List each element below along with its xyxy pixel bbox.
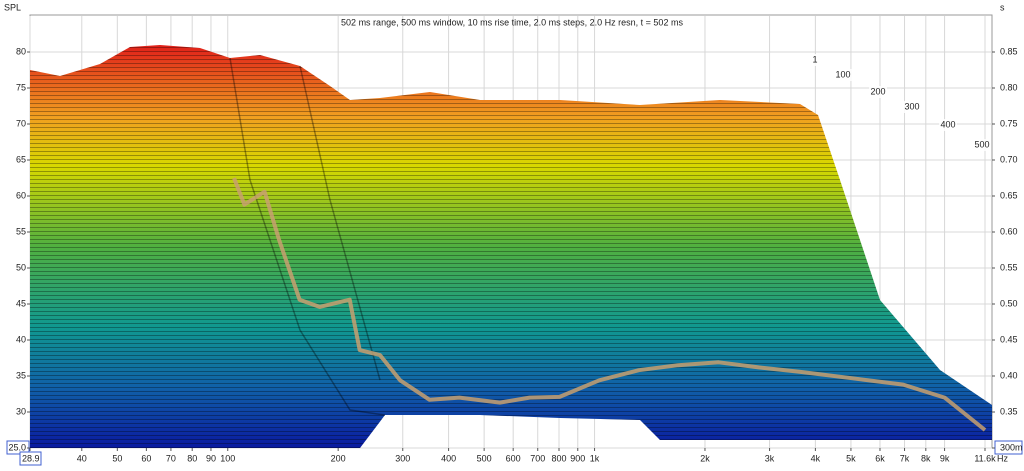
y-tick-label: 70 — [16, 118, 26, 128]
y-tick-label: 50 — [16, 262, 26, 272]
time-label-box — [869, 86, 887, 98]
x-tick-label: 4k — [811, 453, 821, 463]
y-tick-label: 75 — [16, 82, 26, 92]
x-unit: Hz — [997, 453, 1008, 463]
x-tick-label: 6k — [875, 453, 885, 463]
x-tick-label: 800 — [551, 453, 566, 463]
time-label: 1 — [812, 54, 817, 64]
x-tick-label: 1k — [590, 453, 600, 463]
time-label-box — [806, 54, 824, 66]
x-tick-label: 9k — [940, 453, 950, 463]
y-tick-label: 55 — [16, 226, 26, 236]
x-tick-label: 600 — [506, 453, 521, 463]
decay-curve — [232, 177, 987, 432]
y2-tick-label: 0.45 — [1000, 334, 1018, 344]
x-tick-label: 500 — [477, 453, 492, 463]
x-tick-label: 11.6k — [974, 453, 996, 463]
y-tick-label: 80 — [16, 46, 26, 56]
time-label-box — [973, 139, 991, 151]
x-tick-label: 900 — [570, 453, 585, 463]
time-label-box — [903, 101, 921, 113]
y2-tick-label: 0.35 — [1000, 406, 1018, 416]
y-tick-label: 35 — [16, 370, 26, 380]
y-tick-label: 40 — [16, 334, 26, 344]
y-tick-label: 30 — [16, 406, 26, 416]
x-tick-label: 2k — [700, 453, 710, 463]
y2-tick-label: 0.80 — [1000, 82, 1018, 92]
time-label-box — [939, 119, 957, 131]
y2-tick-label: 0.40 — [1000, 370, 1018, 380]
x-tick-label: 700 — [530, 453, 545, 463]
time-label: 200 — [870, 86, 885, 96]
x-min-box — [19, 451, 42, 466]
y2-tick-label: 0.85 — [1000, 46, 1018, 56]
x-tick-label: 40 — [77, 453, 87, 463]
x-tick-label: 400 — [441, 453, 456, 463]
y-tick-label: 60 — [16, 190, 26, 200]
time-label: 100 — [835, 69, 850, 79]
y2-tick-label: 300m — [1000, 442, 1023, 452]
x-tick-label: 80 — [187, 453, 197, 463]
time-label: 500 — [974, 139, 989, 149]
x-tick-label: 50 — [112, 453, 122, 463]
x-tick-label: 5k — [846, 453, 856, 463]
chart-title: 502 ms range, 500 ms window, 10 ms rise … — [341, 17, 683, 27]
time-label: 400 — [940, 119, 955, 129]
waterfall-ridge — [229, 57, 386, 416]
x-tick-label: 7k — [900, 453, 910, 463]
x-tick-label: 60 — [141, 453, 151, 463]
y2-tick-label: 0.60 — [1000, 226, 1018, 236]
time-label-box — [834, 69, 852, 81]
x-tick-label: 3k — [765, 453, 775, 463]
y2-tick-label: 0.55 — [1000, 262, 1018, 272]
time-label: 300 — [904, 101, 919, 111]
y-tick-label: 45 — [16, 298, 26, 308]
y2-tick-label: 0.70 — [1000, 154, 1018, 164]
x-tick-label: 70 — [166, 453, 176, 463]
y-tick-label: 65 — [16, 154, 26, 164]
y-tick-label: 25.0 — [8, 442, 26, 452]
x-tick-label: 28.9 — [22, 453, 40, 463]
x-tick-label: 90 — [206, 453, 216, 463]
y2-tick-label: 0.50 — [1000, 298, 1018, 308]
y2-axis-label: s — [1000, 2, 1005, 12]
x-tick-label: 300 — [395, 453, 410, 463]
y2-tick-label: 0.75 — [1000, 118, 1018, 128]
x-tick-label: 200 — [331, 453, 346, 463]
y2-tick-label: 0.65 — [1000, 190, 1018, 200]
x-tick-label: 100 — [220, 453, 235, 463]
waterfall-slices — [30, 45, 992, 448]
y-axis-label: SPL — [4, 2, 21, 12]
x-tick-label: 8k — [921, 453, 931, 463]
